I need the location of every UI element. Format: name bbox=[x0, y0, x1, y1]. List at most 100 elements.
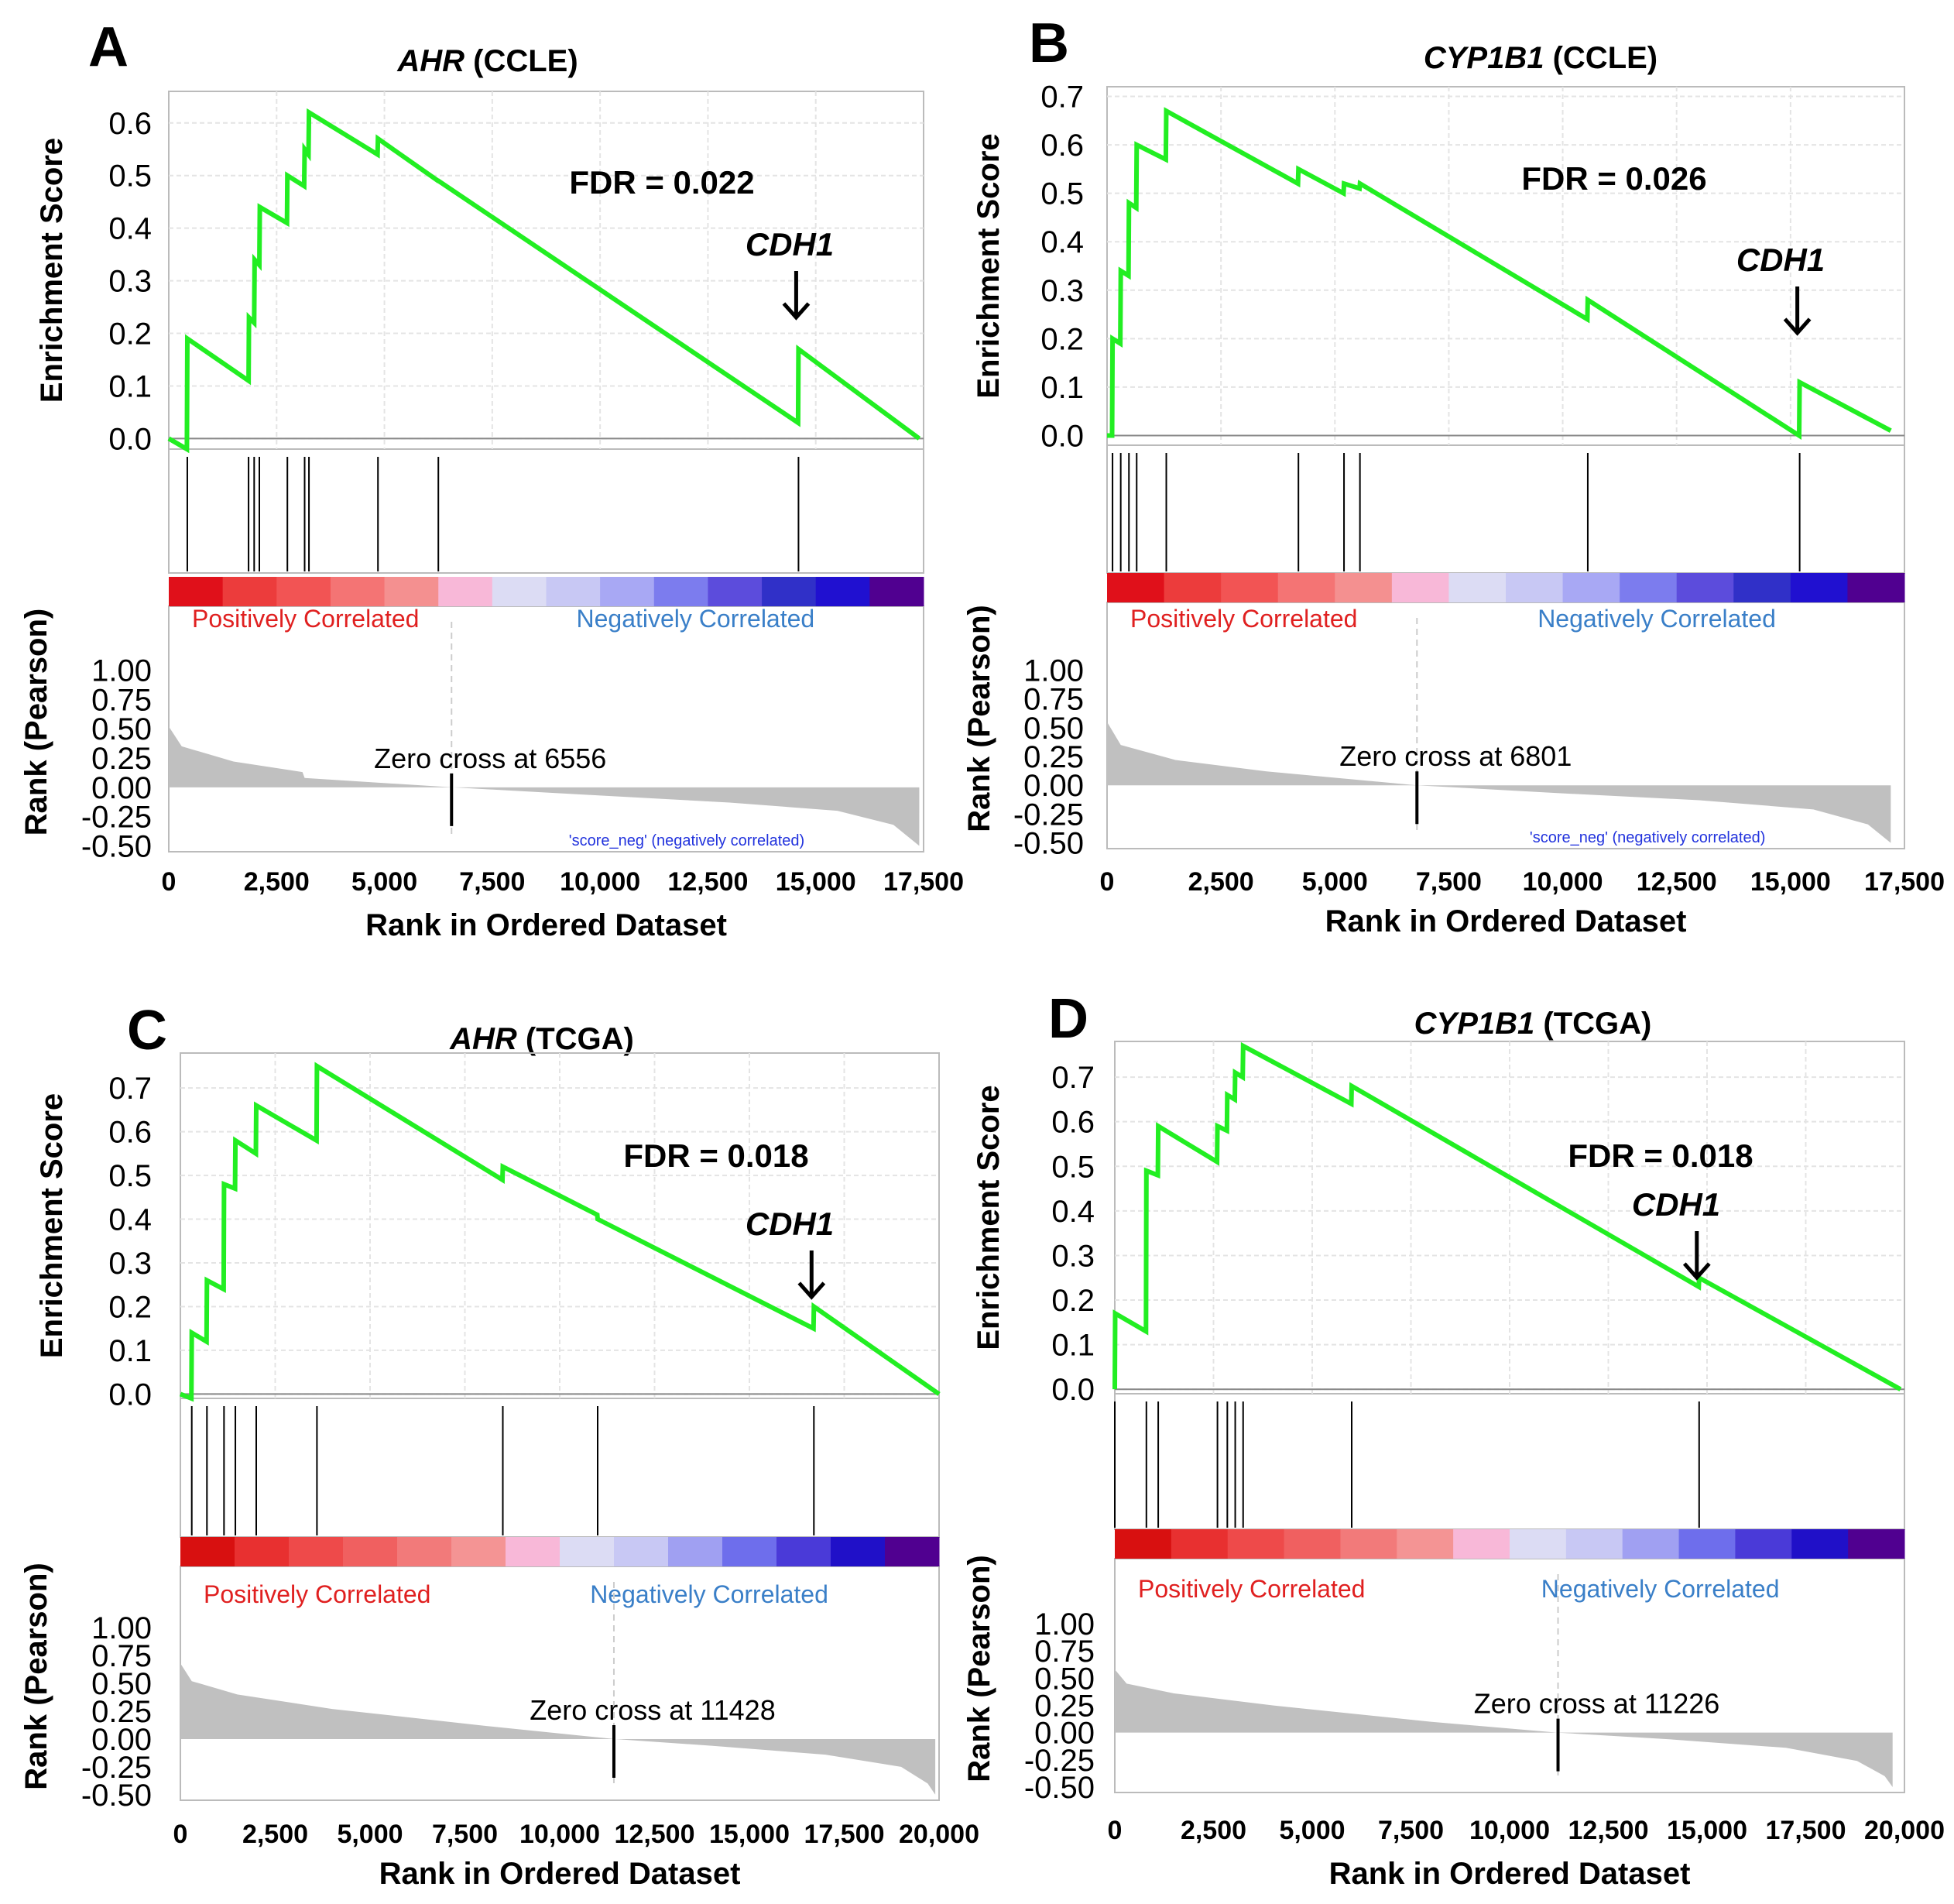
rank-tick-label: -0.50 bbox=[1024, 1771, 1095, 1805]
rank-tick-label: -0.25 bbox=[1013, 798, 1084, 832]
title-dataset: (TCGA) bbox=[517, 1022, 634, 1056]
rank-tick-label: -0.50 bbox=[81, 1779, 152, 1813]
cdh1-arrow-head bbox=[1682, 1262, 1711, 1281]
correlation-heat-cell bbox=[1790, 573, 1848, 602]
correlation-heat-cell bbox=[1676, 573, 1734, 602]
correlation-heat-cell bbox=[653, 577, 708, 606]
rank-metric-area bbox=[1107, 722, 1891, 843]
es-tick-label: 0.5 bbox=[1040, 177, 1084, 211]
title-gene: AHR bbox=[449, 1022, 517, 1056]
es-tick-label: 0.1 bbox=[108, 369, 152, 403]
rank-axis-title: Rank (Pearson) bbox=[19, 1563, 53, 1789]
correlation-heat-cell bbox=[506, 1537, 560, 1566]
correlation-heat-cell bbox=[1391, 573, 1449, 602]
es-tick-label: 0.6 bbox=[108, 107, 152, 141]
rank-tick-label: 0.75 bbox=[1023, 683, 1084, 717]
correlation-heat-cell bbox=[668, 1537, 723, 1566]
rank-plot-frame bbox=[168, 606, 924, 853]
correlation-heat-cell bbox=[722, 1537, 777, 1566]
zero-cross-label: Zero cross at 11428 bbox=[530, 1694, 776, 1726]
x-tick-label: 12,500 bbox=[615, 1820, 695, 1849]
x-tick-label: 10,000 bbox=[519, 1820, 600, 1849]
x-tick-label: 17,500 bbox=[804, 1820, 885, 1849]
rank-tick-label: 0.50 bbox=[91, 1667, 152, 1701]
correlation-heat-cell bbox=[1510, 1529, 1567, 1559]
es-tick-label: 0.6 bbox=[1040, 129, 1084, 163]
cdh1-label: CDH1 bbox=[746, 1206, 834, 1242]
cdh1-label: CDH1 bbox=[746, 226, 834, 262]
correlation-heat-cell bbox=[169, 577, 224, 606]
correlation-heat-cell bbox=[885, 1537, 940, 1566]
es-tick-label: 0.1 bbox=[1040, 371, 1084, 405]
cdh1-arrow-head bbox=[797, 1281, 826, 1300]
panel-title: AHR (TCGA) bbox=[449, 1022, 634, 1056]
x-axis-title: Rank in Ordered Dataset bbox=[365, 908, 727, 942]
rank-tick-label: 0.25 bbox=[91, 1695, 152, 1729]
x-tick-label: 0 bbox=[162, 867, 177, 897]
x-tick-label: 5,000 bbox=[337, 1820, 403, 1849]
x-tick-label: 5,000 bbox=[351, 867, 417, 897]
hits-frame bbox=[1106, 444, 1905, 574]
es-tick-label: 0.2 bbox=[1040, 322, 1084, 356]
x-tick-label: 5,000 bbox=[1279, 1816, 1345, 1845]
negatively-correlated-label: Negatively Correlated bbox=[1537, 605, 1776, 633]
x-tick-label: 2,500 bbox=[244, 867, 310, 897]
panel-a: A AHR (CCLE) 0.0 0.1 0.2 0.3 0.4 0.5 0.6 FDR = 0.… bbox=[19, 16, 964, 942]
title-dataset: (TCGA) bbox=[1534, 1007, 1651, 1041]
correlation-heat-cell bbox=[1678, 1529, 1736, 1559]
rank-tick-label: 0.00 bbox=[91, 1723, 152, 1757]
panel-d: D CYP1B1 (TCGA) 0.0 0.1 0.2 0.3 0.4 0.5 0.6 0.7 FD… bbox=[962, 988, 1945, 1891]
es-axis-title: Enrichment Score bbox=[972, 133, 1006, 398]
correlation-heat-cell bbox=[397, 1537, 452, 1566]
rank-metric-area bbox=[180, 1663, 936, 1795]
correlation-heat-cell bbox=[1277, 573, 1335, 602]
x-tick-label: 10,000 bbox=[560, 867, 640, 897]
positively-correlated-label: Positively Correlated bbox=[1138, 1575, 1365, 1603]
correlation-heat-cell bbox=[492, 577, 547, 606]
x-tick-label: 20,000 bbox=[1864, 1816, 1945, 1845]
rank-tick-label: 0.75 bbox=[91, 683, 152, 717]
panel-letter: D bbox=[1048, 988, 1088, 1050]
enrichment-score-line bbox=[1107, 107, 1892, 440]
es-tick-label: 0.2 bbox=[108, 1290, 152, 1324]
positively-correlated-label: Positively Correlated bbox=[192, 605, 419, 633]
correlation-heat-cell bbox=[1565, 1529, 1623, 1559]
correlation-heat-cell bbox=[438, 577, 493, 606]
enrichment-score-line bbox=[1112, 1041, 1902, 1391]
zero-cross-label: Zero cross at 6556 bbox=[374, 743, 606, 774]
correlation-heat-cell bbox=[762, 577, 817, 606]
cdh1-label: CDH1 bbox=[1632, 1186, 1720, 1223]
es-tick-label: 0.2 bbox=[1051, 1284, 1095, 1318]
rank-tick-label: -0.50 bbox=[81, 829, 152, 863]
correlation-heat-cell bbox=[1791, 1529, 1849, 1559]
enrichment-score-line bbox=[167, 108, 921, 454]
panel-title: CYP1B1 (TCGA) bbox=[1414, 1007, 1652, 1041]
es-axis-title: Enrichment Score bbox=[972, 1085, 1006, 1350]
correlation-heat-cell bbox=[1397, 1529, 1454, 1559]
correlation-heat-cell bbox=[1847, 573, 1905, 602]
correlation-heat-cell bbox=[1562, 573, 1620, 602]
cdh1-label: CDH1 bbox=[1736, 242, 1825, 278]
panel-c: C AHR (TCGA) 0.0 0.1 0.2 0.3 0.4 0.5 0.6 0.7 FDR =… bbox=[19, 1000, 979, 1891]
x-tick-label: 15,000 bbox=[709, 1820, 790, 1849]
title-dataset: (CCLE) bbox=[1544, 41, 1657, 75]
x-axis-title: Rank in Ordered Dataset bbox=[379, 1857, 741, 1891]
rank-metric-area bbox=[169, 726, 920, 846]
rank-tick-label: 0.50 bbox=[1034, 1662, 1095, 1696]
correlation-heat-cell bbox=[289, 1537, 344, 1566]
rank-plot-frame bbox=[1106, 602, 1905, 849]
correlation-heat-cell bbox=[384, 577, 439, 606]
cdh1-arrow-head bbox=[782, 302, 811, 321]
es-axis-title: Enrichment Score bbox=[35, 1093, 69, 1358]
es-tick-label: 0.0 bbox=[108, 422, 152, 456]
es-tick-label: 0.7 bbox=[1051, 1061, 1095, 1095]
x-tick-label: 15,000 bbox=[1750, 867, 1831, 897]
x-tick-label: 12,500 bbox=[667, 867, 748, 897]
es-axis-title: Enrichment Score bbox=[35, 138, 69, 403]
es-tick-label: 0.0 bbox=[1040, 419, 1084, 453]
hits-frame bbox=[180, 1398, 940, 1538]
rank-tick-label: 0.50 bbox=[1023, 712, 1084, 746]
fdr-label: FDR = 0.018 bbox=[623, 1137, 808, 1174]
title-gene: CYP1B1 bbox=[1414, 1007, 1535, 1041]
